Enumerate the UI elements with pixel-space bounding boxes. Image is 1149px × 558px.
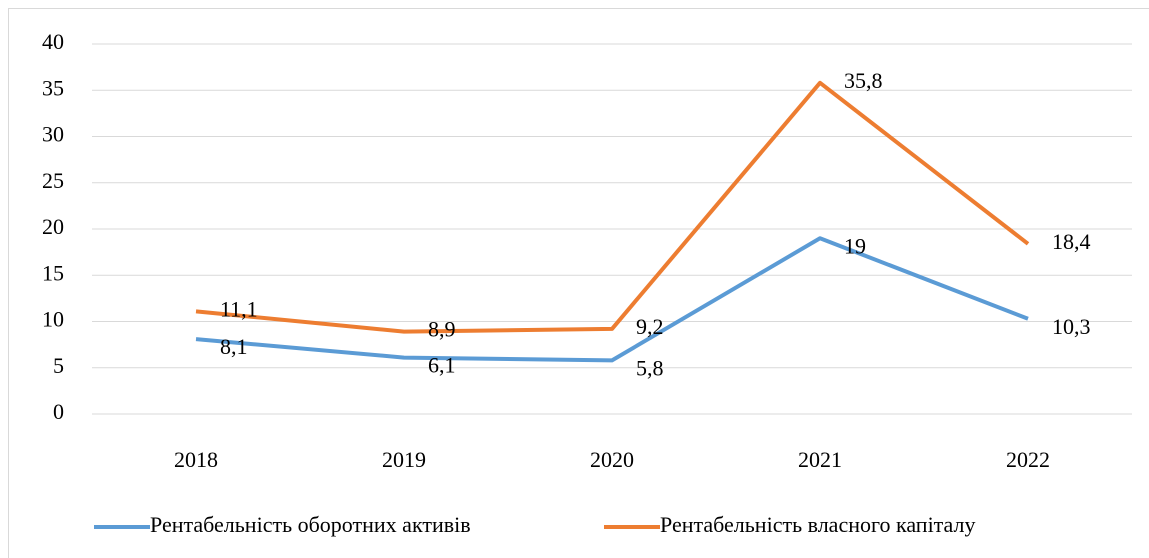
data-label: 8,1 (220, 334, 248, 359)
y-tick-label: 10 (42, 307, 64, 332)
series-line (195, 80, 1030, 334)
data-label: 5,8 (636, 355, 664, 380)
y-tick-label: 20 (42, 214, 64, 239)
x-tick-label: 2021 (798, 447, 842, 472)
legend-label: Рентабельність оборотних активів (150, 512, 471, 537)
data-label: 11,1 (220, 296, 258, 321)
chart-frame (8, 8, 1149, 558)
y-tick-label: 15 (42, 260, 64, 285)
x-tick-label: 2022 (1006, 447, 1050, 472)
data-label: 35,8 (844, 68, 883, 93)
x-tick-label: 2018 (174, 447, 218, 472)
data-label: 18,4 (1052, 229, 1091, 254)
y-tick-label: 40 (42, 29, 64, 54)
y-tick-label: 30 (42, 122, 64, 147)
x-tick-label: 2020 (590, 447, 634, 472)
legend-label: Рентабельність власного капіталу (660, 512, 976, 537)
data-label: 8,9 (428, 317, 456, 342)
data-label: 19 (844, 233, 866, 258)
y-tick-label: 5 (53, 353, 64, 378)
y-tick-label: 0 (53, 399, 64, 424)
series-line (195, 236, 1029, 363)
data-label: 10,3 (1052, 314, 1091, 339)
x-tick-label: 2019 (382, 447, 426, 472)
data-label: 9,2 (636, 314, 664, 339)
data-label: 6,1 (428, 353, 456, 378)
y-tick-label: 35 (42, 75, 64, 100)
y-tick-label: 25 (42, 168, 64, 193)
